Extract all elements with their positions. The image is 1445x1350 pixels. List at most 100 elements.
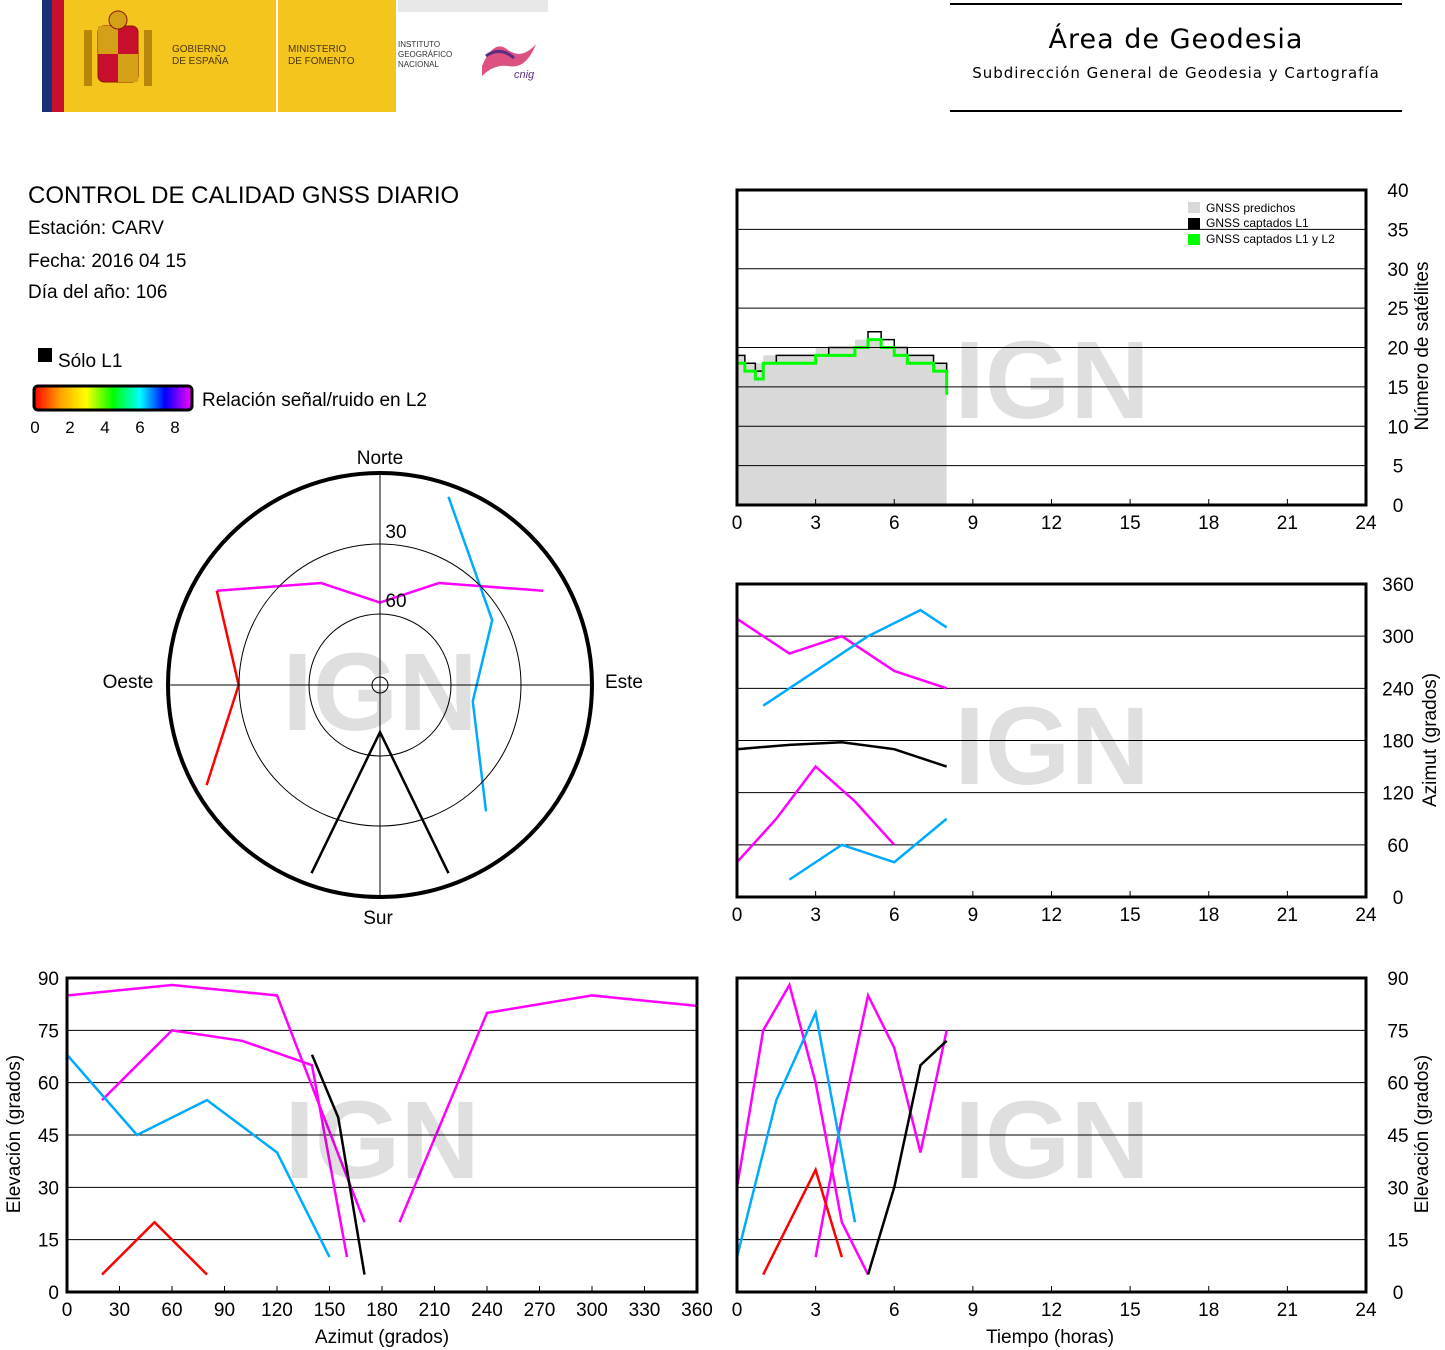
legend-swatch-l1 — [1188, 218, 1200, 229]
azimuth-track — [736, 764, 896, 864]
x-tick-label: 120 — [261, 1300, 293, 1321]
y-tick-label: 90 — [1387, 969, 1408, 990]
institute-line2: GEOGRÁFICO — [398, 50, 453, 59]
doy-label: Día del año: 106 — [28, 282, 168, 303]
y-tick-label: 5 — [1393, 457, 1404, 478]
x-tick-label: 180 — [366, 1300, 398, 1321]
azt-x-ticks: 0 3 6 9 12 15 18 21 24 — [732, 891, 1377, 926]
x-tick-label: 12 — [1041, 513, 1062, 534]
legend-swatch-predicted — [1188, 202, 1200, 213]
elt-tracks — [735, 981, 948, 1276]
azt-tracks — [736, 608, 948, 881]
y-tick-label: 45 — [1387, 1126, 1408, 1147]
satellite-count-chart: 0 3 6 9 12 15 18 21 24 0 5 10 15 20 25 30 35 40 Número d… — [732, 181, 1433, 534]
watermark: IGN — [282, 631, 478, 754]
ign-block: INSTITUTO GEOGRÁFICO NACIONAL cnig — [398, 0, 548, 112]
x-tick-label: 60 — [161, 1300, 182, 1321]
area-subtitle: Subdirección General de Geodesia y Carto… — [972, 64, 1380, 82]
ring-label-60: 60 — [385, 591, 406, 612]
azt-ylabel: Azimut (grados) — [1420, 673, 1440, 807]
count-grid — [737, 228, 1366, 467]
elt-y-ticks: 0 15 30 45 60 75 90 — [1387, 969, 1408, 1304]
x-tick-label: 18 — [1198, 513, 1219, 534]
snr-tick: 4 — [100, 418, 109, 437]
l1-only-swatch — [38, 348, 52, 362]
y-tick-label: 30 — [1387, 1178, 1408, 1199]
y-tick-label: 60 — [38, 1074, 59, 1095]
east-label: Este — [605, 672, 643, 693]
elevation-time-track — [866, 1039, 948, 1275]
report-title: CONTROL DE CALIDAD GNSS DIARIO — [28, 182, 460, 209]
ministry-line1: MINISTERIO — [288, 44, 347, 55]
azimuth-time-chart: 0 3 6 9 12 15 18 21 24 0 60 120 180 240 300 360 Azimut… — [732, 575, 1440, 926]
area-title-block: Área de Geodesia Subdirección General de… — [950, 0, 1402, 112]
skyplot-track — [205, 590, 240, 786]
y-tick-label: 0 — [48, 1283, 59, 1304]
spain-flag-strip — [52, 0, 64, 112]
azimuth-track — [736, 740, 948, 768]
cnig-logo-text: cnig — [514, 69, 535, 81]
elt-x-ticks: 0 3 6 9 12 15 18 21 24 — [732, 1286, 1377, 1321]
ela-x-ticks: 0 30 60 90 120 150 180 210 240 270 300 330 360 — [62, 1286, 713, 1321]
gov-line1: GOBIERNO — [172, 44, 226, 55]
elevation-track — [398, 994, 698, 1223]
x-tick-label: 18 — [1198, 905, 1219, 926]
elevation-track — [310, 1054, 366, 1275]
x-tick-label: 21 — [1277, 1300, 1298, 1321]
x-tick-label: 18 — [1198, 1300, 1219, 1321]
elevation-time-track — [735, 981, 870, 1276]
watermark: IGN — [954, 319, 1150, 442]
x-tick-label: 24 — [1355, 905, 1377, 926]
elt-grid — [737, 1029, 1366, 1241]
elevation-azimuth-chart: 0 30 60 90 120 150 180 210 240 270 300 330 360 0 15 30… — [4, 969, 713, 1348]
l1-only-label: Sólo L1 — [58, 351, 122, 372]
ring-label-30: 30 — [385, 522, 406, 543]
x-tick-label: 0 — [62, 1300, 73, 1321]
x-tick-label: 21 — [1277, 905, 1298, 926]
west-label: Oeste — [103, 672, 154, 693]
x-tick-label: 15 — [1120, 513, 1141, 534]
y-tick-label: 120 — [1382, 784, 1414, 805]
y-tick-label: 45 — [38, 1126, 59, 1147]
ministerio-block: MINISTERIO DE FOMENTO — [278, 0, 396, 112]
area-title: Área de Geodesia — [1048, 24, 1304, 55]
elevation-track — [66, 1053, 331, 1258]
y-tick-label: 60 — [1387, 836, 1408, 857]
legend-predicted: GNSS predichos — [1206, 201, 1295, 215]
snr-tick: 6 — [135, 418, 144, 437]
predicted-area — [737, 339, 947, 505]
count-series — [737, 331, 949, 505]
cnig-logo-icon: cnig — [482, 44, 536, 81]
x-tick-label: 24 — [1355, 1300, 1377, 1321]
x-tick-label: 360 — [681, 1300, 713, 1321]
y-tick-label: 0 — [1393, 888, 1404, 909]
south-label: Sur — [363, 908, 393, 929]
x-tick-label: 12 — [1041, 905, 1062, 926]
snr-tick: 8 — [170, 418, 179, 437]
elevation-track — [101, 1029, 349, 1258]
legend-swatch-l1l2 — [1188, 234, 1200, 245]
legend-l1: GNSS captados L1 — [1206, 216, 1309, 230]
y-tick-label: 75 — [1387, 1021, 1408, 1042]
y-tick-label: 15 — [1387, 378, 1408, 399]
x-tick-label: 24 — [1355, 513, 1377, 534]
x-tick-label: 210 — [419, 1300, 451, 1321]
snr-legend: Sólo L1 Relación señal/ruido en L2 0 2 4… — [30, 348, 427, 437]
y-tick-label: 25 — [1387, 299, 1408, 320]
x-tick-label: 0 — [732, 1300, 743, 1321]
count-x-ticks: 0 3 6 9 12 15 18 21 24 — [732, 499, 1377, 534]
north-label: Norte — [357, 448, 403, 469]
x-tick-label: 9 — [968, 1300, 979, 1321]
government-logo-banner: GOBIERNO DE ESPAÑA MINISTERIO DE FOMENTO… — [42, 0, 548, 112]
watermark: IGN — [284, 1079, 480, 1202]
snr-tick: 0 — [30, 418, 39, 437]
x-tick-label: 240 — [471, 1300, 503, 1321]
y-tick-label: 40 — [1387, 181, 1408, 202]
skyplot-chart: Norte Sur Este Oeste 30 60 IGN — [103, 448, 643, 929]
y-tick-label: 10 — [1387, 417, 1408, 438]
count-y-ticks: 0 5 10 15 20 25 30 35 40 — [1387, 181, 1408, 517]
y-tick-label: 90 — [38, 969, 59, 990]
elevation-time-track — [735, 1008, 857, 1258]
x-tick-label: 3 — [810, 513, 821, 534]
eu-flag-strip — [42, 0, 52, 112]
